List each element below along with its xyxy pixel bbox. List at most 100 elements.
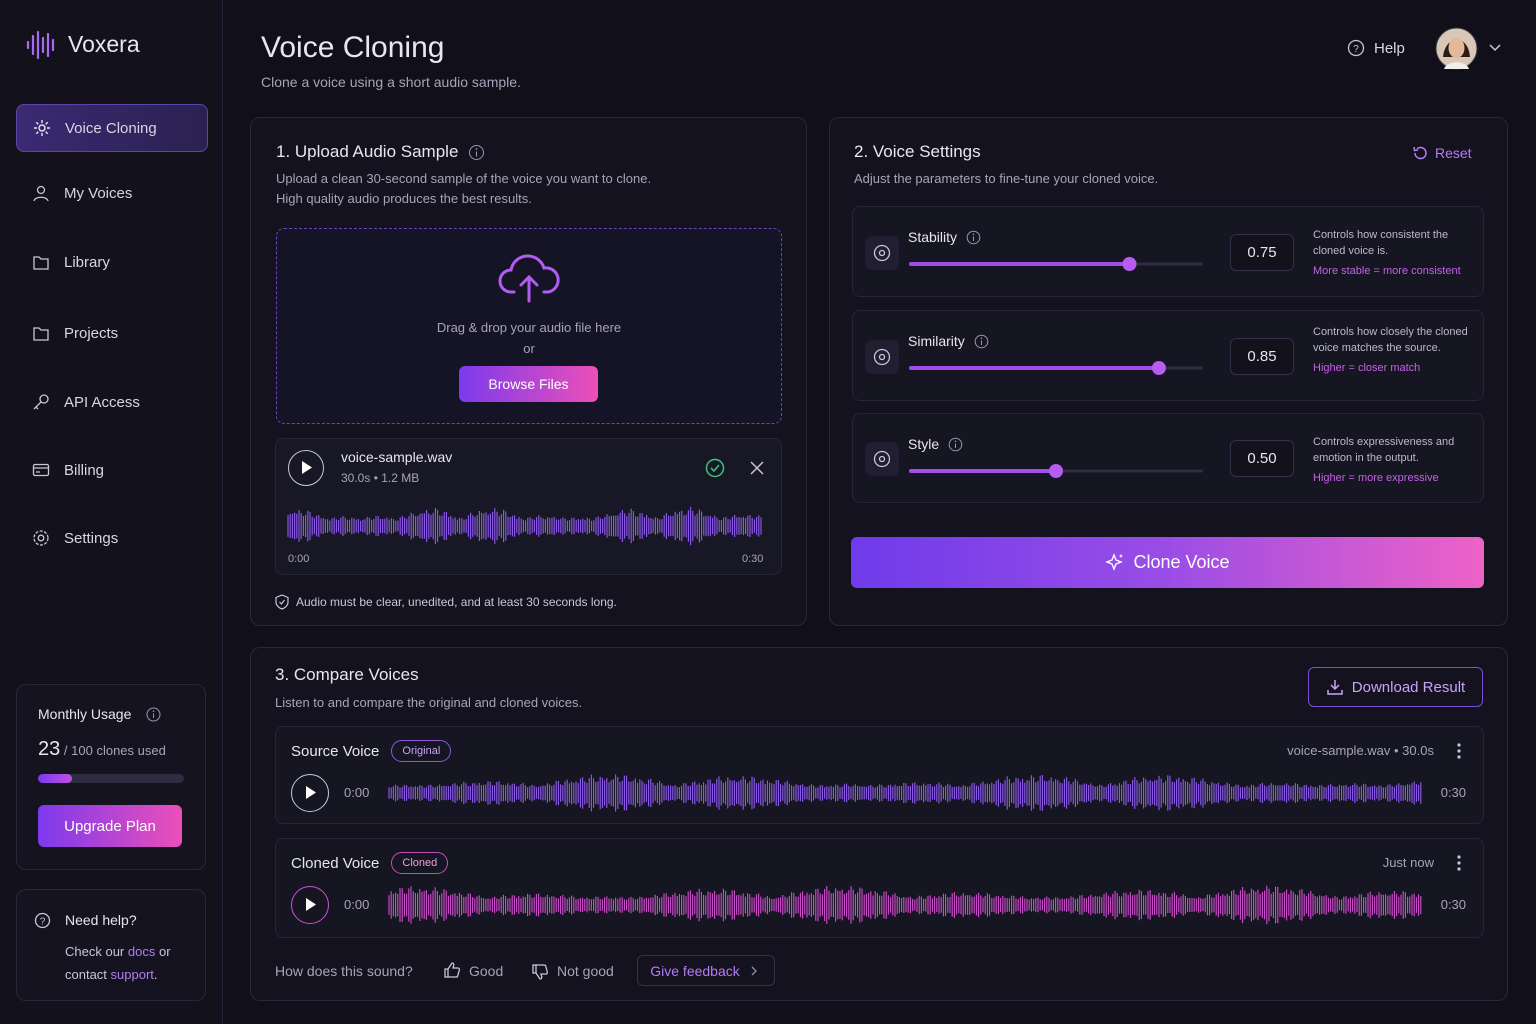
play-icon [302, 461, 312, 474]
setting-label: Similarity [908, 333, 965, 349]
bad-button[interactable]: Not good [557, 963, 614, 979]
nav-icon [33, 394, 49, 410]
hint-text: Higher = closer match [1313, 362, 1421, 374]
compare-card [250, 647, 1508, 1001]
waveform [388, 885, 1422, 925]
download-button[interactable]: Download Result [1308, 667, 1483, 707]
brand: Voxera [68, 31, 140, 57]
voice-header: Cloned Voice Cloned [291, 852, 449, 874]
help-link[interactable]: Help [1374, 40, 1405, 57]
play-button[interactable] [288, 450, 324, 486]
slider-fill [909, 366, 1159, 370]
remove-button[interactable] [749, 460, 765, 476]
help-card [16, 889, 206, 1001]
info-icon [146, 707, 161, 722]
slider-thumb[interactable] [1122, 257, 1137, 271]
thumbs-up-icon [444, 962, 461, 978]
nav-item[interactable]: Billing [16, 446, 208, 494]
info-icon [469, 145, 484, 160]
download-icon [1327, 680, 1343, 695]
slider[interactable] [905, 254, 1205, 274]
download-label: Download Result [1351, 678, 1466, 696]
play-button[interactable] [291, 886, 329, 924]
setting-row: Style 0.50 Controls expressiveness and emo… [852, 413, 1484, 503]
usage-count: 23 / 100 clones used [38, 738, 166, 761]
more-button[interactable] [1456, 854, 1462, 872]
feedback-question: How does this sound? [275, 963, 413, 979]
icon [873, 244, 891, 261]
help-text: . [153, 967, 158, 982]
waveform [287, 506, 762, 546]
browse-button[interactable]: Browse Files [459, 366, 598, 402]
setting-row: Stability 0.75 Controls how consistent the… [852, 206, 1484, 297]
nav-label: Voice Cloning [65, 119, 157, 137]
nav-item[interactable]: Voice Cloning [16, 104, 208, 152]
svg-text:?: ? [40, 917, 46, 928]
more-button[interactable] [1456, 742, 1462, 760]
description-text: Controls how closely the cloned voice ma… [1313, 326, 1468, 354]
docs-link[interactable]: docs [127, 944, 156, 959]
info-icon [966, 230, 981, 245]
upgrade-button[interactable]: Upgrade Plan [38, 805, 182, 847]
setting-description: Controls how closely the cloned voice ma… [1313, 324, 1473, 376]
good-button[interactable]: Good [469, 963, 504, 979]
icon [873, 450, 891, 468]
file-name: voice-sample.wav [341, 449, 453, 465]
nav-label: Library [64, 253, 110, 271]
nav-item[interactable]: My Voices [16, 169, 208, 217]
waveform-bars [287, 506, 762, 546]
page-subtitle: Clone a voice using a short audio sample… [261, 74, 521, 90]
card-title: 2. Voice Settings [854, 142, 981, 161]
nav-item[interactable]: Projects [16, 309, 208, 357]
reset-button[interactable]: Reset [1435, 145, 1472, 161]
slider[interactable] [905, 461, 1205, 481]
value-box: 0.85 [1230, 337, 1294, 375]
nav-label: API Access [64, 393, 140, 411]
check-icon [705, 458, 725, 478]
user-menu[interactable] [1435, 27, 1507, 70]
file-box [275, 438, 782, 575]
nav-item[interactable]: Library [16, 238, 208, 286]
info-icon [948, 437, 963, 452]
nav-icon [33, 185, 49, 202]
waveform-bars [388, 885, 1422, 925]
drop-text: Drag & drop your audio file here [436, 320, 622, 335]
slider-thumb[interactable] [1151, 361, 1166, 375]
slider-fill [909, 262, 1130, 266]
upload-icon [498, 254, 560, 303]
usage-fill [38, 774, 72, 783]
feedback-button[interactable]: Give feedback [637, 955, 775, 986]
description-text: Controls expressiveness and emotion in t… [1313, 436, 1455, 464]
voice-badge: Cloned [391, 852, 449, 874]
card-description: Adjust the parameters to fine-tune your … [854, 171, 1159, 186]
waveform-bars [388, 774, 1422, 812]
play-icon [306, 786, 316, 799]
nav-item[interactable]: Settings [16, 514, 208, 562]
voice-meta: Just now [1382, 855, 1434, 870]
info-icon [974, 334, 989, 349]
logo [26, 30, 55, 60]
time-start: 0:00 [344, 785, 370, 800]
nav-item[interactable]: API Access [16, 378, 208, 426]
slider[interactable] [905, 358, 1205, 378]
clone-button[interactable]: Clone Voice [851, 537, 1484, 588]
card-description: High quality audio produces the best res… [276, 191, 532, 206]
upload-note: Audio must be clear, unedited, and at le… [296, 595, 617, 609]
play-icon [306, 898, 316, 911]
card-description: Listen to and compare the original and c… [275, 695, 583, 710]
time-start: 0:00 [344, 897, 370, 912]
setting-value: 0.85 [1247, 347, 1277, 365]
voice-meta: voice-sample.wav • 30.0s [1287, 743, 1434, 758]
slider-thumb[interactable] [1049, 464, 1063, 478]
icon [873, 348, 891, 365]
voice-label: Cloned Voice [291, 854, 380, 872]
sparkle-icon [1105, 552, 1124, 571]
clone-label: Clone Voice [1133, 552, 1230, 572]
setting-label: Style [908, 436, 940, 452]
card-title: 3. Compare Voices [275, 665, 419, 684]
description-text: Controls how consistent the cloned voice… [1313, 229, 1449, 257]
usage-title: Monthly Usage [38, 706, 132, 722]
play-button[interactable] [291, 774, 329, 812]
support-link[interactable]: support [110, 967, 154, 982]
